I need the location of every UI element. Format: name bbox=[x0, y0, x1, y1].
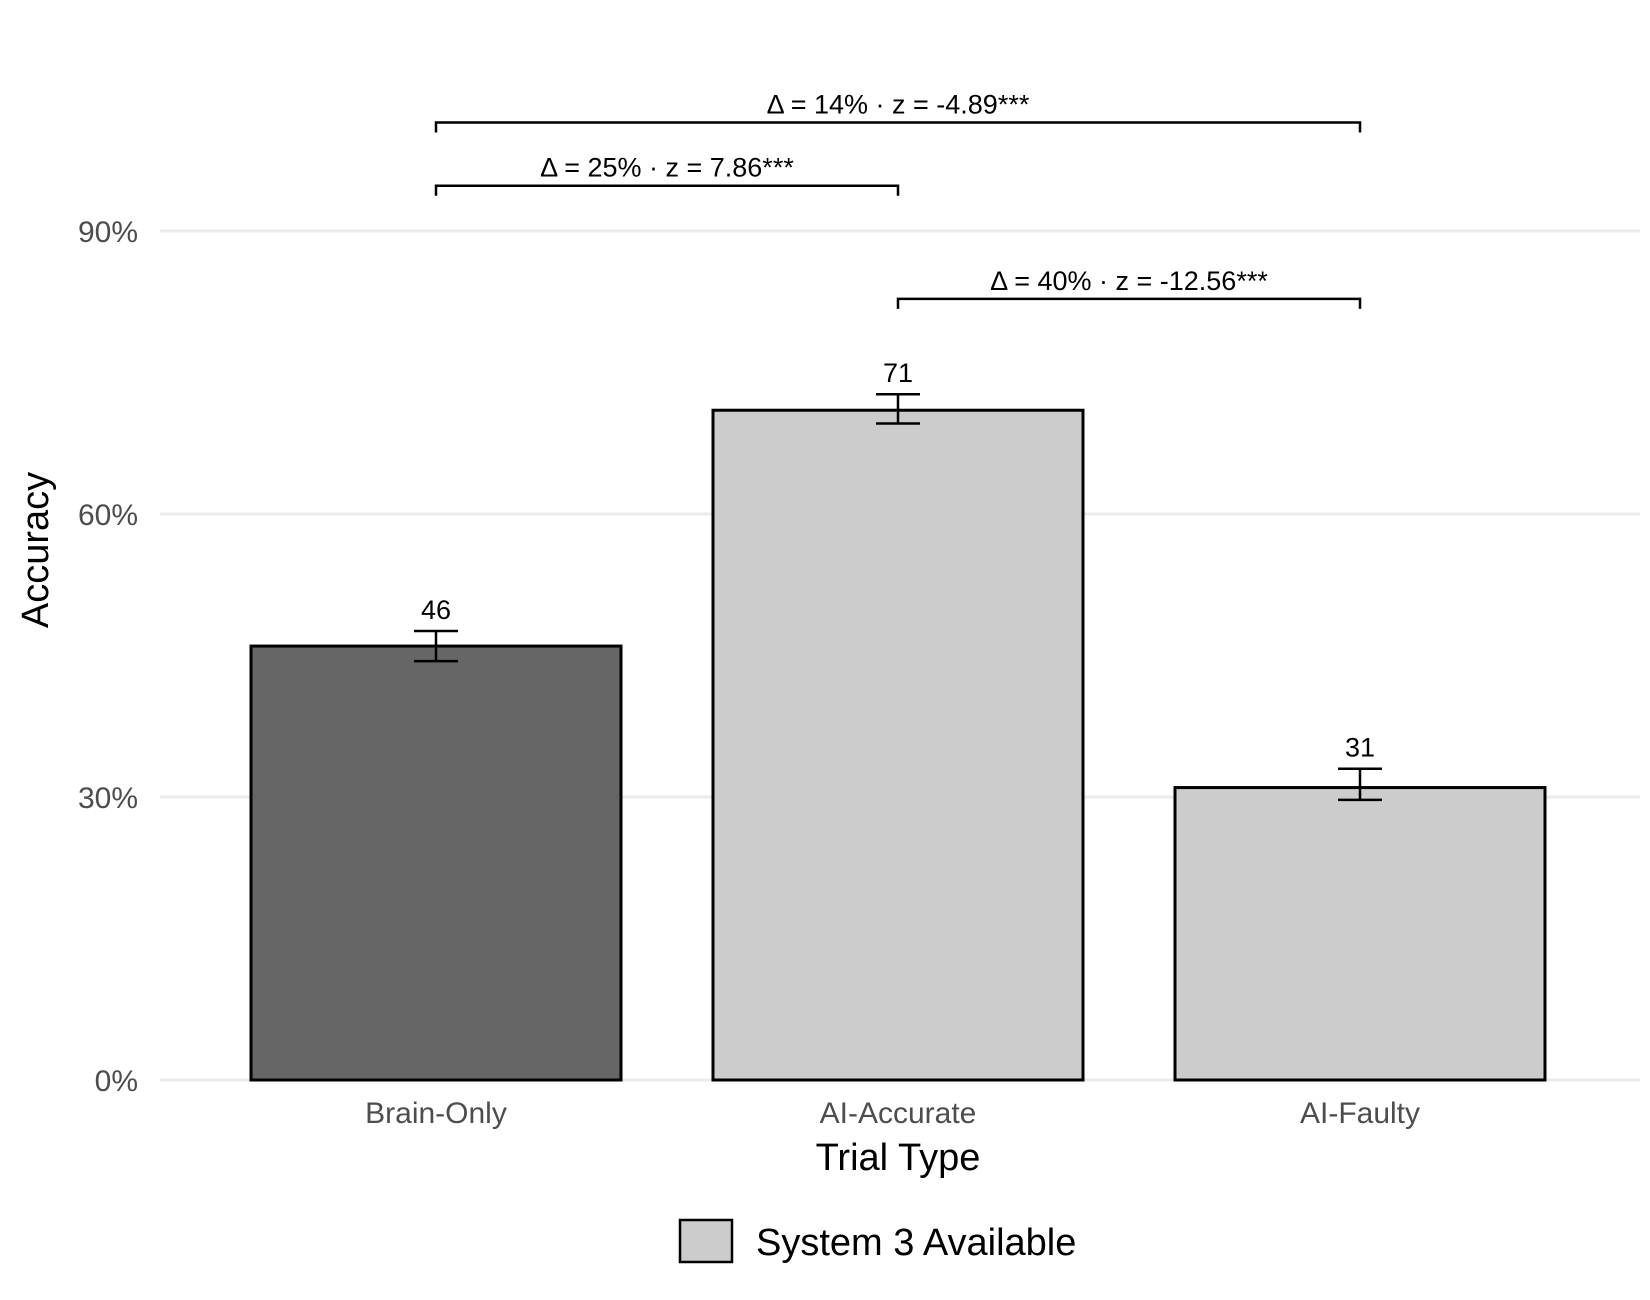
significance-label: Δ = 25% · z = 7.86*** bbox=[540, 153, 794, 183]
bars bbox=[249, 408, 1547, 1082]
significance-label: Δ = 14% · z = -4.89*** bbox=[767, 90, 1030, 120]
x-axis-ticks: Brain-Only AI-Accurate AI-Faulty bbox=[365, 1097, 1420, 1130]
y-tick-label: 30% bbox=[78, 782, 138, 815]
significance-label: Δ = 40% · z = -12.56*** bbox=[990, 266, 1268, 296]
significance-brackets: Δ = 14% · z = -4.89*** Δ = 25% · z = 7.86… bbox=[434, 90, 1362, 309]
data-label: 46 bbox=[421, 595, 451, 625]
data-label: 71 bbox=[883, 358, 913, 388]
x-tick-label: AI-Accurate bbox=[820, 1097, 977, 1130]
data-labels: 46 71 31 bbox=[421, 358, 1375, 763]
x-tick-label: Brain-Only bbox=[365, 1097, 507, 1130]
legend-swatch bbox=[678, 1218, 734, 1264]
significance-bracket bbox=[434, 184, 900, 196]
x-axis-title: Trial Type bbox=[816, 1137, 981, 1179]
significance-bracket bbox=[434, 121, 1362, 133]
y-axis-title: Accuracy bbox=[15, 472, 57, 628]
y-tick-label: 60% bbox=[78, 499, 138, 532]
bar bbox=[249, 644, 623, 1082]
y-tick-label: 0% bbox=[95, 1065, 138, 1098]
x-tick-label: AI-Faulty bbox=[1300, 1097, 1420, 1130]
data-label: 31 bbox=[1345, 733, 1375, 763]
legend-label: System 3 Available bbox=[756, 1222, 1076, 1264]
error-bars bbox=[414, 392, 1382, 802]
y-axis-ticks: 0% 30% 60% 90% bbox=[78, 216, 138, 1098]
legend: System 3 Available bbox=[678, 1218, 1076, 1264]
bar bbox=[711, 408, 1085, 1082]
bar bbox=[1173, 786, 1547, 1082]
significance-bracket bbox=[896, 297, 1362, 309]
y-tick-label: 90% bbox=[78, 216, 138, 249]
